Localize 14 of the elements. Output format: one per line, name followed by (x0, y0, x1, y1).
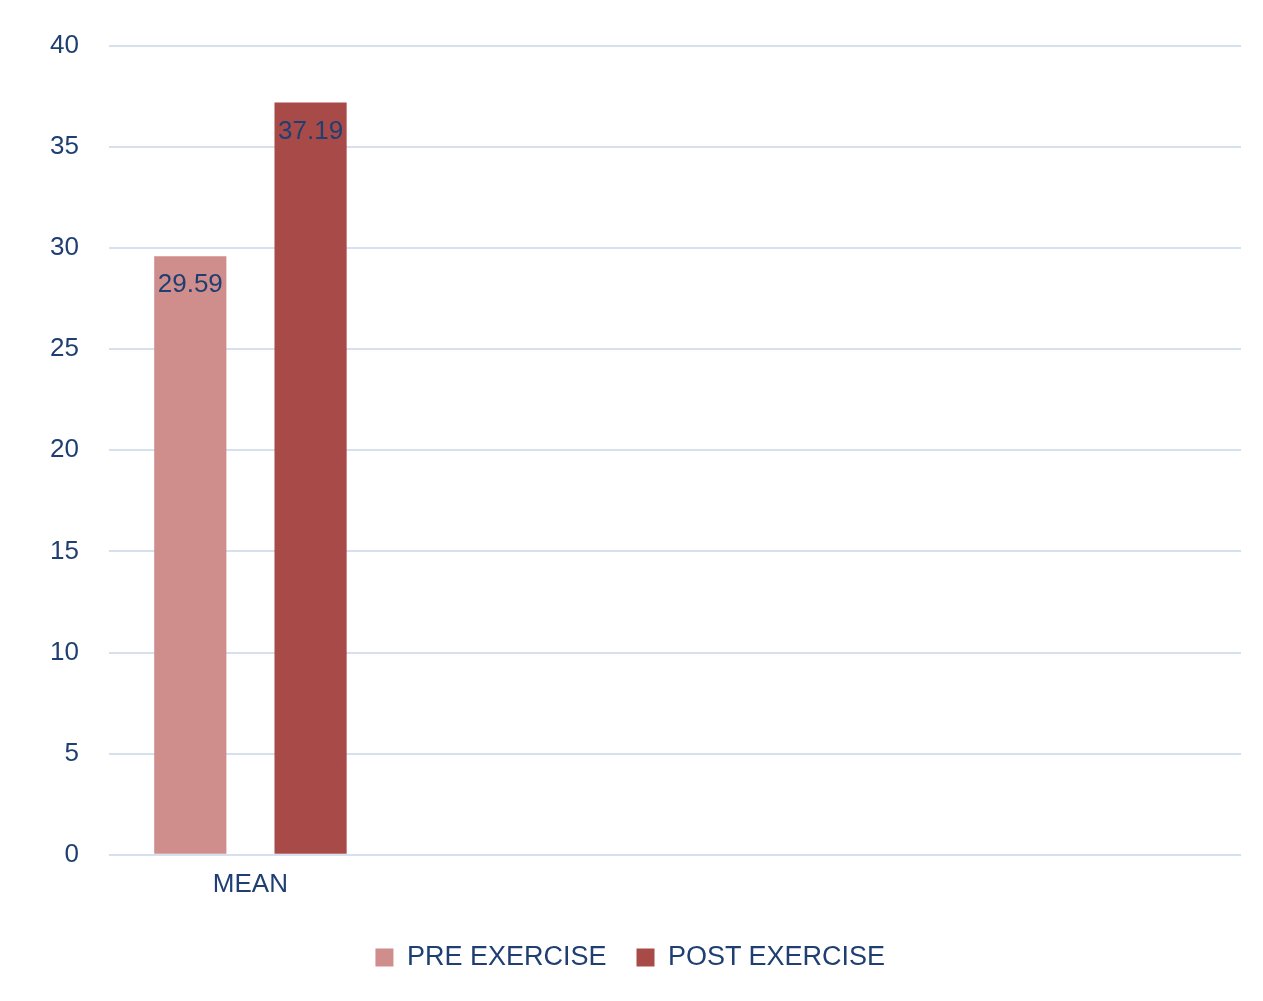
y-tick-label: 25 (50, 332, 79, 363)
x-tick-label: MEAN (212, 867, 288, 898)
data-label: 37.19 (278, 114, 344, 145)
y-tick-label: 40 (50, 28, 79, 59)
y-tick-label: 35 (50, 129, 79, 160)
legend-label: POST EXERCISE (668, 940, 886, 971)
data-label: 29.59 (157, 268, 223, 299)
legend-label: PRE EXERCISE (406, 940, 607, 971)
y-tick-label: 15 (50, 534, 79, 565)
y-tick-label: 20 (50, 433, 79, 464)
y-tick-label: 5 (64, 736, 79, 767)
y-tick-label: 30 (50, 231, 79, 262)
y-tick-label: 10 (50, 635, 79, 666)
y-tick-label: 0 (64, 837, 79, 868)
